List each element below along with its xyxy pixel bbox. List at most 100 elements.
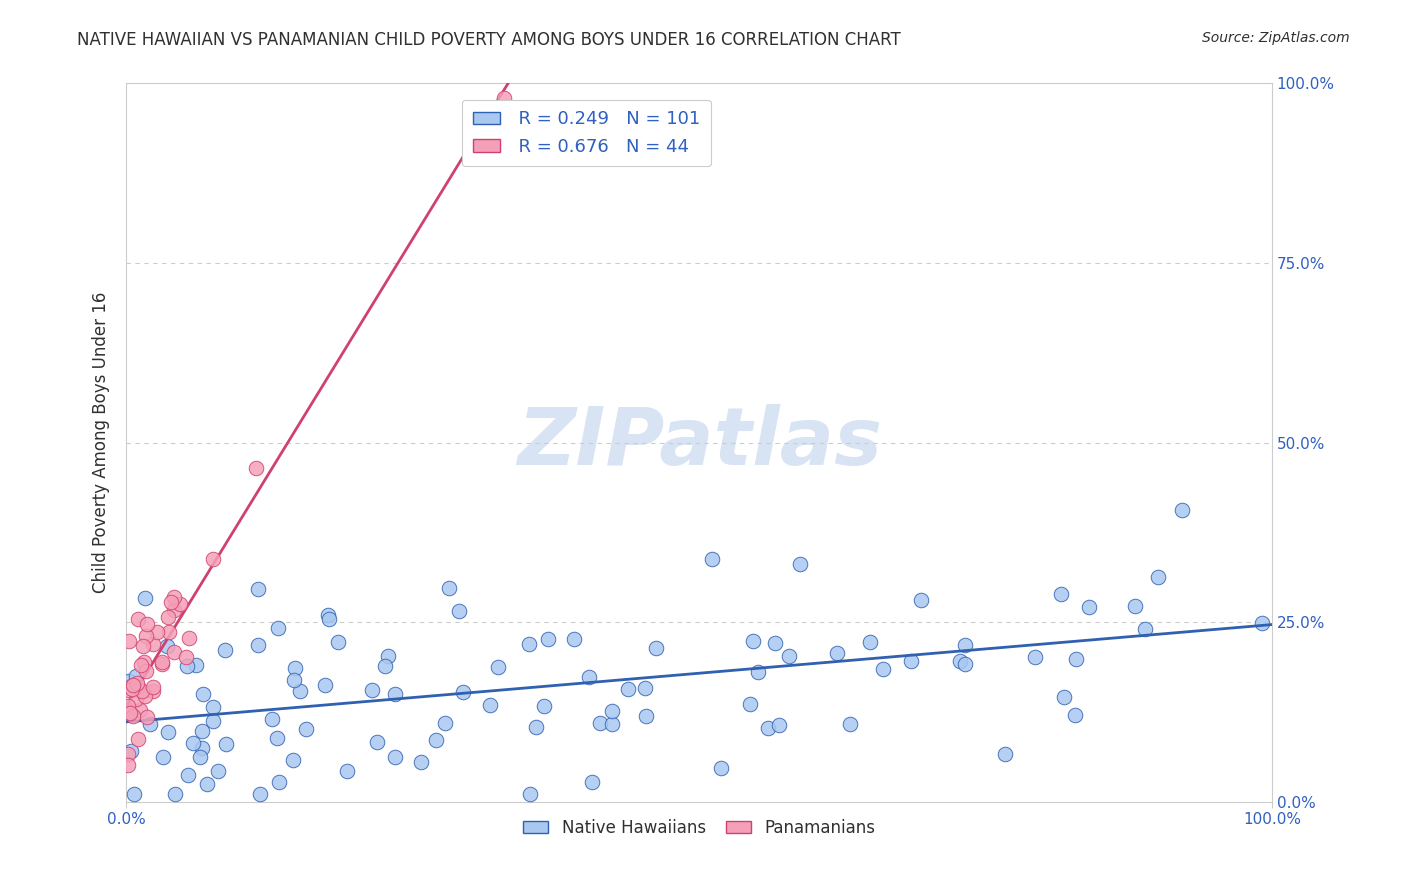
Point [214,737,236,751]
Point [176,659,198,673]
Point [118,683,141,698]
Point [142,637,165,651]
Point [269,775,291,789]
Point [318,612,340,626]
Point [150,656,173,670]
Point [122,788,145,802]
Point [135,629,157,643]
Point [1064,708,1087,723]
Point [152,750,174,764]
Point [740,698,762,712]
Point [207,764,229,778]
Point [128,703,150,717]
Point [1135,622,1157,636]
Point [267,621,290,635]
Point [174,650,197,665]
Point [494,91,516,105]
Point [249,788,271,802]
Point [177,768,200,782]
Point [366,735,388,749]
Point [702,552,724,566]
Point [953,638,976,652]
Point [121,681,143,696]
Point [336,764,359,778]
Point [1123,599,1146,613]
Point [214,643,236,657]
Point [1050,587,1073,601]
Point [634,709,657,723]
Point [245,461,267,475]
Point [129,658,152,673]
Point [284,660,307,674]
Point [139,717,162,731]
Point [581,775,603,789]
Point [127,612,149,626]
Point [634,681,657,695]
Point [118,674,141,689]
Point [295,723,318,737]
Point [150,657,173,672]
Point [360,683,382,698]
Point [262,712,284,726]
Point [117,757,139,772]
Point [314,678,336,692]
Point [763,636,786,650]
Point [409,755,432,769]
Point [768,717,790,731]
Point [118,705,141,719]
Point [127,675,149,690]
Point [589,715,612,730]
Point [384,749,406,764]
Point [246,638,269,652]
Point [132,655,155,669]
Point [125,692,148,706]
Point [162,590,184,604]
Point [900,654,922,668]
Point [326,634,349,648]
Text: NATIVE HAWAIIAN VS PANAMANIAN CHILD POVERTY AMONG BOYS UNDER 16 CORRELATION CHAR: NATIVE HAWAIIAN VS PANAMANIAN CHILD POVE… [77,31,901,49]
Point [177,631,200,645]
Point [789,557,811,571]
Point [872,662,894,676]
Point [825,646,848,660]
Point [135,617,157,632]
Point [478,698,501,712]
Point [156,639,179,653]
Point [994,747,1017,761]
Point [188,750,211,764]
Point [132,639,155,653]
Point [519,788,541,802]
Point [134,689,156,703]
Point [425,732,447,747]
Point [201,552,224,566]
Point [191,687,214,701]
Point [127,680,149,694]
Point [202,714,225,728]
Point [377,648,399,663]
Point [1078,599,1101,614]
Point [163,603,186,617]
Point [131,684,153,698]
Point [288,683,311,698]
Point [1064,652,1087,666]
Point [562,632,585,646]
Point [142,680,165,694]
Point [201,699,224,714]
Point [283,673,305,688]
Y-axis label: Child Poverty Among Boys Under 16: Child Poverty Among Boys Under 16 [93,292,110,593]
Point [191,723,214,738]
Point [517,637,540,651]
Point [1024,650,1046,665]
Point [644,641,666,656]
Text: ZIPatlas: ZIPatlas [516,403,882,482]
Point [778,648,800,663]
Point [195,776,218,790]
Point [117,634,139,648]
Point [839,717,862,731]
Point [122,708,145,723]
Point [578,670,600,684]
Point [742,634,765,648]
Point [120,706,142,721]
Point [181,736,204,750]
Point [157,725,180,739]
